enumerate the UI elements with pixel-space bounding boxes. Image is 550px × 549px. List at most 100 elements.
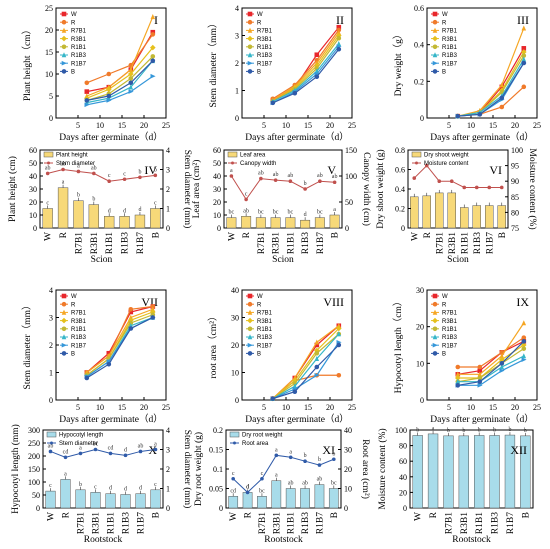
line-letter: c	[232, 471, 235, 477]
legend-label: R	[257, 20, 262, 26]
y2-tick-label: 0	[166, 504, 170, 513]
bar-b	[328, 488, 339, 509]
secondary-point	[317, 463, 322, 467]
legend-marker	[61, 44, 67, 50]
y-tick-label: 0.8	[395, 146, 405, 155]
bar-letter: d	[139, 486, 142, 492]
data-point	[128, 76, 134, 81]
series-line-r1b7	[457, 62, 525, 117]
legend-marker	[432, 69, 438, 74]
legend-marker	[415, 161, 418, 165]
line-letter: a	[154, 442, 157, 448]
series-line-r7b1	[86, 308, 154, 373]
bar-r	[242, 492, 253, 509]
category-label: R1B1	[460, 232, 470, 254]
data-point	[292, 90, 298, 96]
bar-r7b1	[255, 217, 266, 229]
secondary-point	[107, 179, 111, 183]
legend-marker	[247, 44, 253, 50]
secondary-series-line	[50, 448, 156, 458]
x-tick-label: 15	[118, 403, 126, 412]
legend-marker	[47, 161, 50, 165]
bar-letter: b	[92, 197, 95, 203]
x-axis-label: Rootstock	[264, 535, 303, 545]
data-point	[521, 46, 527, 51]
secondary-series-line	[47, 168, 156, 182]
y-tick-label: 0.2	[395, 205, 405, 214]
y-tick-label: 30	[231, 314, 239, 323]
data-point	[270, 100, 276, 106]
line-letter: c	[123, 171, 126, 177]
bar-r1b3	[120, 494, 131, 509]
category-label: R	[62, 511, 72, 518]
data-point	[336, 322, 342, 329]
data-point	[336, 35, 342, 41]
data-point	[150, 54, 156, 59]
y-tick-label: 0	[217, 224, 221, 233]
y2-tick-label: 90	[511, 177, 519, 186]
legend-marker	[247, 334, 253, 340]
y-tick-label: 50	[29, 159, 37, 168]
panel-x: cWaRbR7B1cR3B1dR1B1dR1B3dR1B7cB050100150…	[10, 424, 193, 545]
bar-r1b1	[105, 493, 116, 509]
legend-label: Stem diameter	[56, 161, 95, 167]
legend-marker	[432, 19, 438, 25]
y-axis-label: Dry shoot weight (g)	[375, 149, 386, 228]
bar-w	[412, 435, 423, 509]
data-point	[314, 52, 320, 58]
y-tick-label: 0.05	[209, 485, 223, 494]
panel-label: I	[154, 13, 158, 27]
series-line-r1b7	[272, 341, 340, 400]
category-label: R1B1	[107, 512, 117, 534]
y-tick-label: 0	[49, 114, 53, 123]
data-point	[455, 378, 461, 384]
y2-tick-label: 4	[166, 146, 170, 155]
line-letter: ab	[273, 172, 279, 178]
category-label: R	[423, 231, 433, 238]
y-tick-label: 1	[49, 369, 53, 378]
data-point	[521, 339, 527, 344]
plot-frame	[55, 7, 167, 119]
secondary-point	[260, 476, 264, 481]
y-tick-label: 0.6	[414, 4, 424, 13]
legend-marker	[231, 161, 234, 165]
secondary-point	[92, 171, 96, 176]
legend-marker	[432, 342, 438, 348]
series-line-b	[457, 340, 525, 386]
bar-r1b7	[314, 217, 325, 229]
series-line-b	[86, 60, 154, 101]
x-axis-label: Rootstock	[452, 535, 491, 545]
legend-label: R	[71, 20, 76, 26]
y-tick-label: 40	[399, 473, 407, 482]
legend-label: Moisture content	[424, 161, 469, 167]
bar-r7b1	[75, 489, 86, 509]
bar-r1b7	[134, 214, 146, 229]
line-letter: b	[138, 169, 141, 175]
panel-iii: 5 10 15 20 25 0 0.2 0.4 0.6 Days after germinate（…	[392, 4, 541, 143]
legend-marker	[61, 69, 67, 74]
category-label: R1B1	[105, 232, 115, 254]
y-tick-label: 30	[29, 185, 37, 194]
legend-label: R1B7	[71, 343, 87, 349]
bar-letter: a	[275, 473, 278, 479]
secondary-point	[76, 169, 81, 174]
data-point	[521, 56, 527, 62]
x-tick-label: 10	[282, 121, 290, 130]
line-letter: ab	[288, 173, 294, 179]
y-tick-label: 20	[45, 26, 53, 35]
legend-swatch	[43, 151, 54, 158]
bar-letter: b	[447, 428, 450, 434]
line-letter: ab	[317, 173, 323, 179]
category-label: W	[414, 512, 424, 521]
category-label: R1B7	[137, 512, 147, 534]
legend-marker	[61, 334, 67, 340]
series-line-r1b1	[86, 314, 154, 376]
category-label: R3B1	[448, 232, 458, 254]
legend-label: R7B1	[71, 311, 87, 317]
y-tick-label: 0.6	[395, 166, 405, 175]
legend-marker	[247, 52, 253, 58]
x-axis-label: Days after germinate（d）	[430, 131, 533, 143]
bar-r1b1	[460, 207, 469, 229]
y-tick-label: 100	[28, 478, 40, 487]
category-label: R1B1	[286, 232, 296, 254]
